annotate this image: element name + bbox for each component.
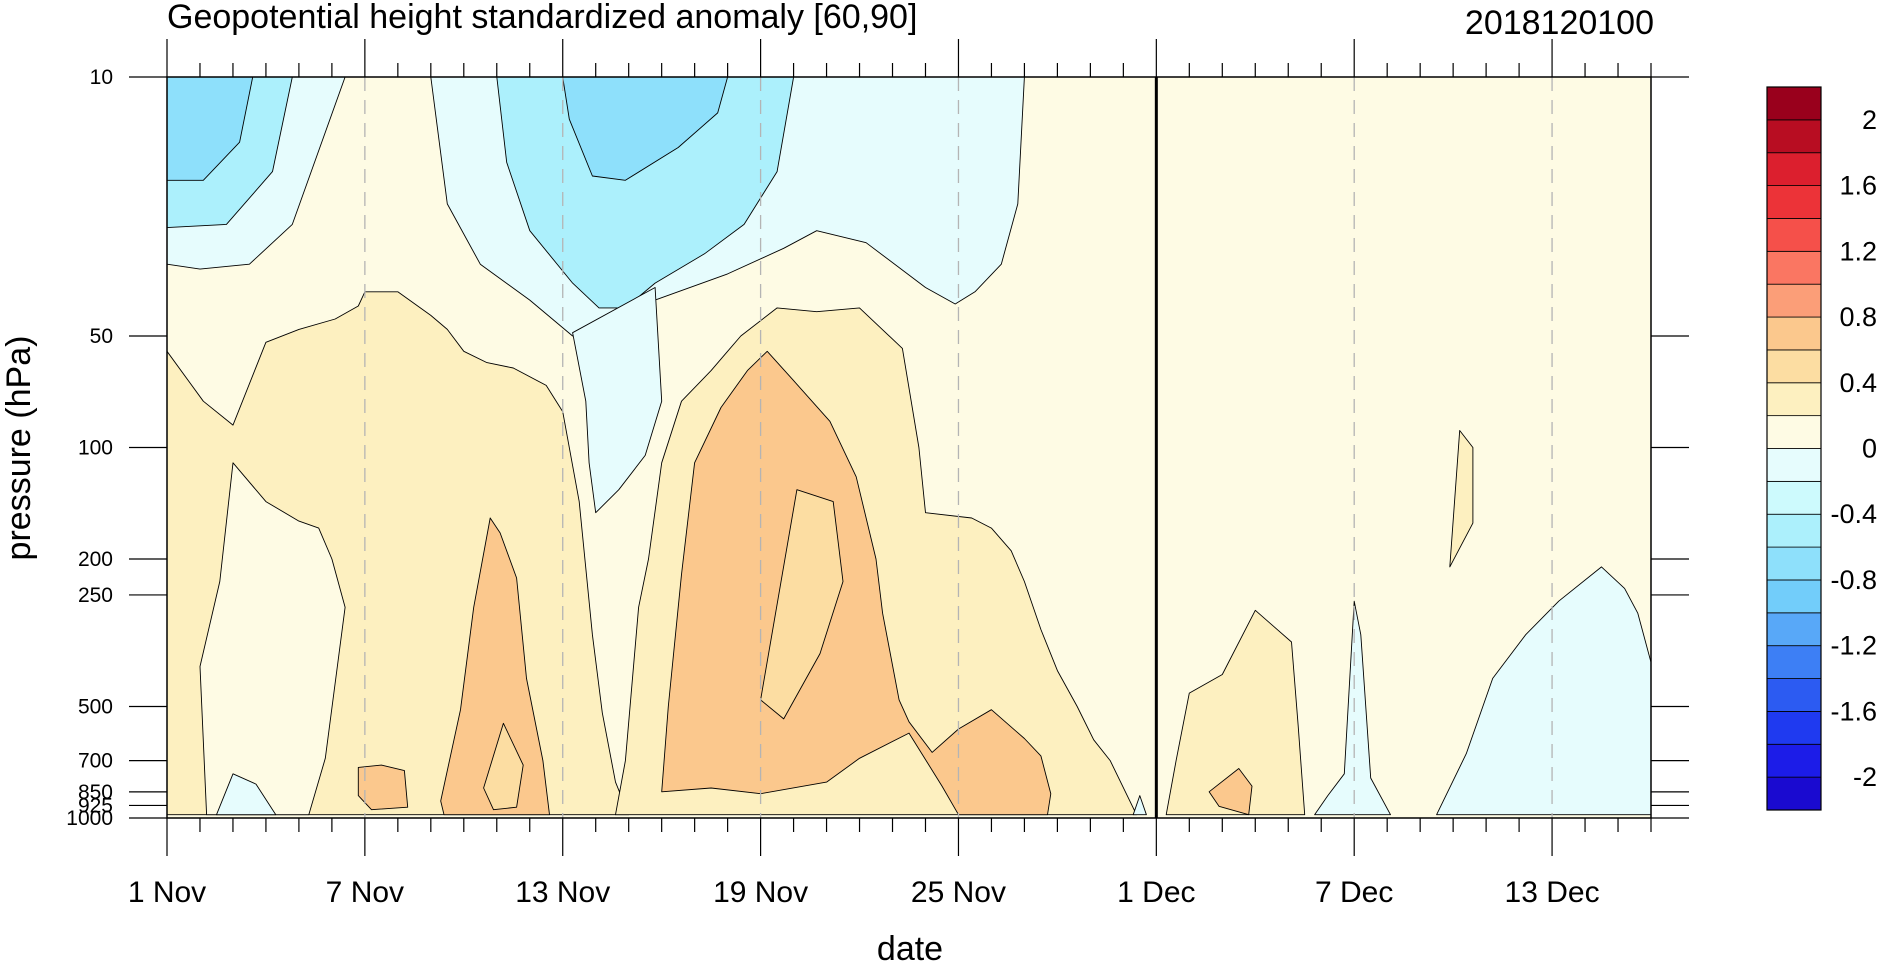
contour-regions	[167, 77, 1651, 816]
colorbar-box	[1766, 448, 1822, 482]
colorbar-box	[1766, 86, 1822, 121]
x-tick-label: 25 Nov	[911, 876, 1006, 909]
run-label: 2018120100	[1465, 4, 1654, 42]
contour-neg-fc-right	[1436, 566, 1651, 816]
y-tick-label: 850	[78, 781, 113, 804]
y-tick-label: 10	[90, 66, 113, 89]
colorbar-label: 0	[1862, 434, 1877, 464]
chart-title: Geopotential height standardized anomaly…	[167, 0, 917, 36]
colorbar-label: 0.8	[1839, 302, 1877, 332]
colorbar: 2 1.6 1.2 0.8 0.4 0 -0.4 -0.8 -1.2 -1.6 -2	[1766, 86, 1877, 811]
colorbar-label: -1.2	[1830, 631, 1877, 661]
y-tick-label: 250	[78, 584, 113, 607]
contour-pos-left-hole	[199, 462, 346, 816]
x-axis-label: date	[877, 930, 943, 963]
y-tick-label: 200	[78, 548, 113, 571]
y-tick-label: 500	[78, 695, 113, 718]
contour-pos-right-peak-a	[661, 350, 1052, 816]
contour-pos-fc-left	[1165, 609, 1306, 816]
colorbar-box	[1766, 185, 1822, 219]
date-gridlines	[364, 77, 1553, 818]
x-tick-label: 1 Dec	[1117, 876, 1195, 909]
contour-pos-left-peak-a	[357, 764, 409, 811]
colorbar-box	[1766, 711, 1822, 745]
contour-pos-left-peak-b-inner	[483, 722, 524, 811]
colorbar-box	[1766, 283, 1822, 318]
colorbar-box	[1766, 152, 1822, 186]
colorbar-label: 2	[1862, 105, 1877, 135]
x-axis: 1 Nov 7 Nov 13 Nov 19 Nov 25 Nov 1 Dec 7 Dec 13…	[128, 39, 1652, 909]
y-tick-label: 100	[78, 437, 113, 460]
x-tick-label: 7 Dec	[1315, 876, 1393, 909]
y-axis-label: pressure (hPa)	[0, 336, 38, 561]
contour-neg-fc-spike	[1314, 600, 1391, 816]
colorbar-box	[1766, 316, 1822, 351]
colorbar-label: -0.8	[1830, 565, 1877, 595]
y-tick-label: 1000	[66, 807, 113, 830]
colorbar-box	[1766, 546, 1822, 581]
x-tick-label: 19 Nov	[713, 876, 808, 909]
y-tick-label: 50	[90, 325, 113, 348]
colorbar-box	[1766, 645, 1822, 679]
contour-pos-right-peak-a-inner	[760, 489, 844, 720]
contour-neg-upper-mid-3	[562, 77, 729, 181]
plot-area	[167, 77, 1651, 818]
x-tick-label: 13 Nov	[515, 876, 610, 909]
colorbar-label: 1.2	[1839, 236, 1877, 266]
colorbar-label: -1.6	[1830, 696, 1877, 726]
colorbar-box	[1766, 382, 1822, 417]
colorbar-frame	[1766, 86, 1822, 811]
colorbar-label: 1.6	[1839, 171, 1877, 201]
contour-pos-left-peak-b	[440, 517, 550, 816]
colorbar-box	[1766, 415, 1822, 449]
contour-neg-low-left	[216, 773, 277, 816]
contour-neg-upper-left-3	[167, 77, 254, 181]
colorbar-box	[1766, 250, 1822, 285]
colorbar-box	[1766, 480, 1822, 515]
colorbar-box	[1766, 218, 1822, 252]
contour-neg-spike-1	[1132, 795, 1147, 816]
colorbar-box	[1766, 612, 1822, 647]
contour-neg-tongue-tropo	[572, 287, 663, 514]
contour-pos-fc-small	[1449, 430, 1474, 568]
contour-pos-fc-left-inner	[1208, 768, 1253, 816]
x-tick-label: 1 Nov	[128, 876, 206, 909]
colorbar-label: -2	[1853, 762, 1877, 792]
x-tick-label: 13 Dec	[1505, 876, 1600, 909]
y-tick-label: 925	[78, 794, 113, 817]
colorbar-label: -0.4	[1830, 499, 1877, 529]
colorbar-box	[1766, 743, 1822, 778]
colorbar-box	[1766, 119, 1822, 154]
colorbar-box	[1766, 349, 1822, 384]
colorbar-box	[1766, 776, 1822, 811]
y-tick-label: 700	[78, 750, 113, 773]
colorbar-box	[1766, 513, 1822, 548]
colorbar-label: 0.4	[1839, 368, 1877, 398]
x-tick-label: 7 Nov	[326, 876, 404, 909]
colorbar-box	[1766, 678, 1822, 712]
colorbar-box	[1766, 579, 1822, 614]
